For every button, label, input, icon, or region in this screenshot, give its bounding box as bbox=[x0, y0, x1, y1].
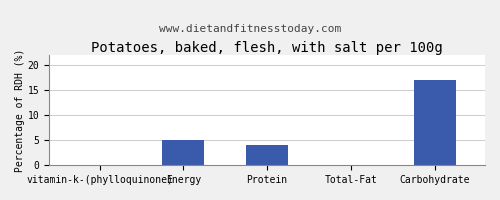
Bar bbox=[246, 145, 288, 165]
Title: Potatoes, baked, flesh, with salt per 100g: Potatoes, baked, flesh, with salt per 10… bbox=[91, 41, 443, 55]
Text: www.dietandfitnesstoday.com: www.dietandfitnesstoday.com bbox=[159, 24, 341, 34]
Bar bbox=[414, 80, 456, 165]
Y-axis label: Percentage of RDH (%): Percentage of RDH (%) bbox=[15, 48, 25, 172]
Bar bbox=[162, 140, 204, 165]
